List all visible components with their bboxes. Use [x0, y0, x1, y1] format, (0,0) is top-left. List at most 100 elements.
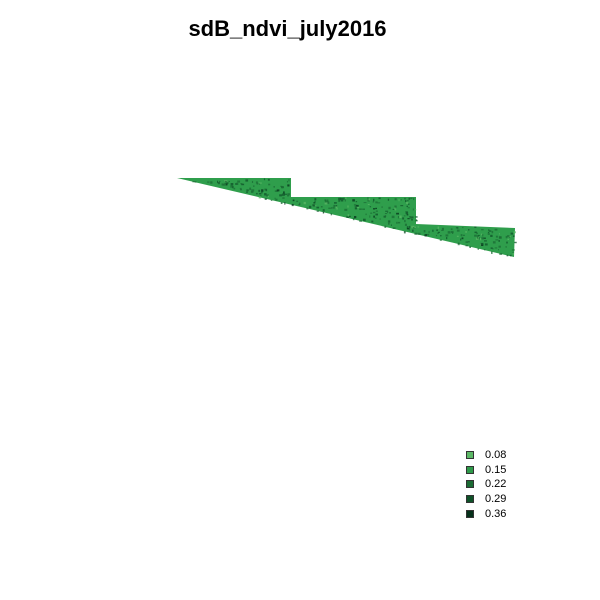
- ndvi-pixel: [219, 180, 221, 183]
- ndvi-pixel: [408, 203, 410, 205]
- ndvi-pixel: [415, 219, 418, 222]
- ndvi-pixel: [306, 207, 309, 210]
- ndvi-pixel: [240, 189, 242, 191]
- ndvi-pixel: [405, 211, 408, 213]
- ndvi-pixel: [373, 198, 375, 202]
- ndvi-pixel: [369, 206, 372, 208]
- ndvi-pixel: [288, 179, 290, 182]
- ndvi-pixel: [404, 197, 407, 200]
- ndvi-pixel: [406, 226, 409, 229]
- ndvi-pixel: [469, 246, 471, 248]
- ndvi-pixel: [510, 232, 514, 235]
- ndvi-pixel: [492, 248, 494, 250]
- ndvi-pixel: [352, 217, 355, 221]
- ndvi-pixel: [340, 198, 343, 200]
- ndvi-pixel: [335, 205, 338, 209]
- ndvi-pixel: [375, 207, 377, 210]
- ndvi-pixel: [512, 235, 515, 237]
- ndvi-pixel: [240, 183, 243, 185]
- ndvi-pixel: [495, 235, 498, 238]
- ndvi-pixel: [412, 227, 416, 229]
- ndvi-pixel: [411, 219, 413, 221]
- ndvi-pixel: [392, 208, 395, 210]
- ndvi-pixel: [384, 225, 387, 228]
- ndvi-pixel: [498, 236, 502, 239]
- ndvi-pixel: [259, 195, 262, 197]
- ndvi-pixel: [251, 189, 255, 192]
- ndvi-pixel: [477, 248, 479, 250]
- ndvi-pixel: [367, 197, 369, 200]
- ndvi-pixel: [363, 202, 367, 204]
- ndvi-pixel: [512, 252, 514, 256]
- ndvi-pixel: [362, 208, 365, 210]
- ndvi-pixel: [284, 193, 288, 195]
- ndvi-pixel: [392, 227, 396, 229]
- ndvi-pixel: [298, 204, 300, 206]
- ndvi-pixel: [299, 202, 301, 206]
- ndvi-pixel: [264, 198, 267, 200]
- ndvi-pixel: [456, 229, 460, 232]
- ndvi-pixel: [404, 223, 407, 226]
- ndvi-pixel: [280, 202, 283, 204]
- ndvi-pixel: [437, 231, 440, 233]
- ndvi-pixel: [253, 185, 255, 187]
- ndvi-pixel: [268, 183, 271, 186]
- ndvi-pixel: [406, 201, 409, 204]
- ndvi-pixel: [457, 242, 460, 246]
- ndvi-pixel: [281, 186, 284, 189]
- ndvi-pixel: [287, 194, 289, 197]
- ndvi-pixel: [441, 229, 444, 231]
- ndvi-pixel: [267, 178, 270, 181]
- ndvi-pixel: [368, 198, 371, 201]
- ndvi-pixel: [316, 210, 319, 212]
- ndvi-pixel: [281, 194, 284, 197]
- ndvi-pixel: [490, 234, 493, 237]
- ndvi-pixel: [261, 189, 264, 192]
- ndvi-pixel: [412, 229, 414, 232]
- legend-swatch: [466, 509, 474, 518]
- ndvi-pixel: [274, 197, 276, 200]
- ndvi-pixel: [414, 226, 416, 228]
- ndvi-pixel: [465, 244, 468, 247]
- ndvi-pixel: [514, 241, 517, 244]
- ndvi-pixel: [314, 200, 316, 203]
- ndvi-pixel: [207, 181, 210, 183]
- ndvi-pixel: [414, 232, 418, 235]
- ndvi-pixel: [476, 232, 478, 235]
- ndvi-pixel: [365, 213, 367, 216]
- ndvi-pixel: [324, 202, 328, 205]
- ndvi-pixel: [312, 204, 316, 207]
- ndvi-pixel: [474, 234, 477, 237]
- ndvi-pixel: [498, 249, 499, 251]
- ndvi-pixel: [450, 228, 453, 230]
- ndvi-pixel: [487, 233, 490, 235]
- ndvi-pixel: [439, 239, 442, 241]
- ndvi-pixel: [328, 207, 331, 209]
- legend-item: 0.22: [466, 477, 506, 492]
- ndvi-pixel: [217, 180, 219, 184]
- ndvi-pixel: [266, 194, 269, 196]
- ndvi-pixel: [259, 192, 261, 195]
- ndvi-pixel: [424, 234, 427, 237]
- ndvi-pixel: [349, 215, 351, 218]
- legend-item: 0.36: [466, 506, 506, 521]
- ndvi-pixel: [428, 230, 430, 234]
- ndvi-pixel: [461, 237, 464, 240]
- ndvi-pixel: [258, 196, 262, 199]
- ndvi-pixel: [506, 241, 508, 244]
- ndvi-pixel: [410, 197, 413, 199]
- ndvi-pixel: [388, 222, 390, 225]
- ndvi-pixel: [336, 207, 338, 210]
- ndvi-pixel: [484, 249, 486, 251]
- ndvi-pixel: [460, 234, 463, 237]
- ndvi-pixel: [344, 199, 346, 202]
- ndvi-pixel: [406, 199, 409, 202]
- ndvi-pixel: [256, 183, 259, 185]
- ndvi-pixel: [251, 180, 254, 183]
- ndvi-pixel: [446, 237, 448, 240]
- legend-swatch: [466, 480, 474, 489]
- ndvi-pixel: [338, 197, 341, 201]
- ndvi-pixel: [314, 198, 317, 201]
- ndvi-pixel: [389, 212, 391, 214]
